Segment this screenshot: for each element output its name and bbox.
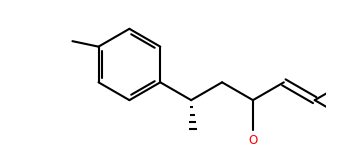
- Text: O: O: [248, 134, 258, 147]
